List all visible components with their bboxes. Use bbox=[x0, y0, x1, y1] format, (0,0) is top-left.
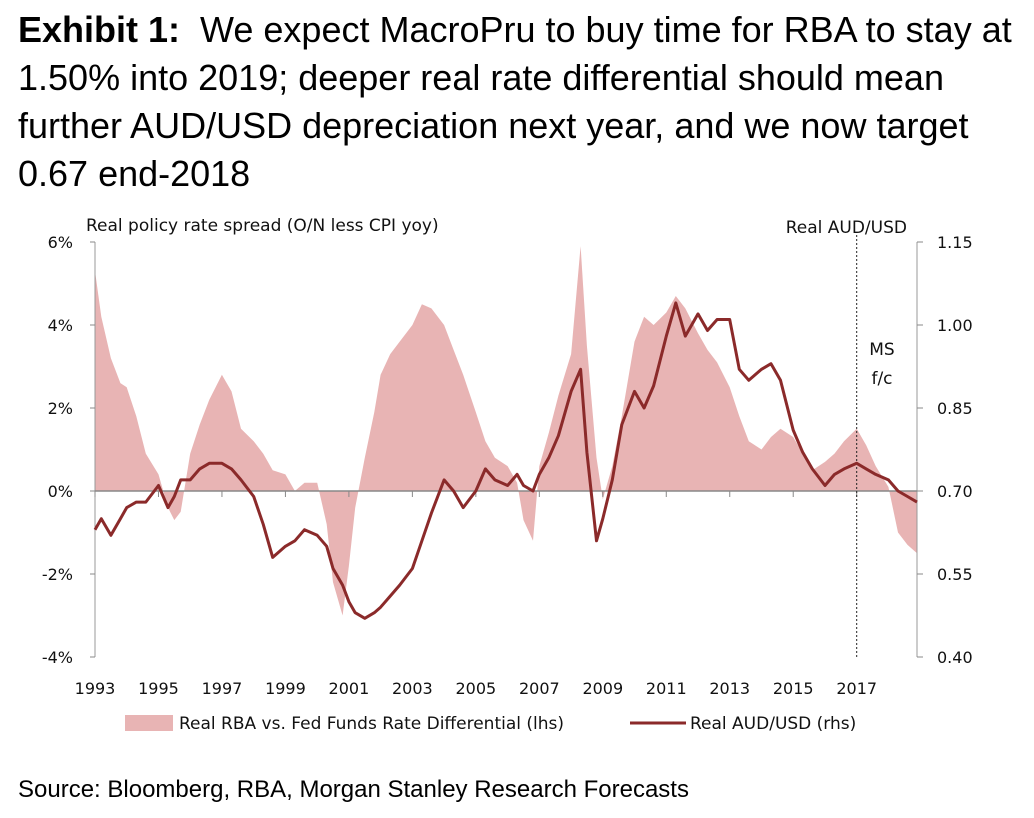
legend-label-area: Real RBA vs. Fed Funds Rate Differential… bbox=[179, 714, 564, 734]
x-tick-label: 1993 bbox=[75, 679, 116, 698]
x-tick-label: 2011 bbox=[646, 679, 687, 698]
label-layer: 1993 1995 1997 1999 2001 2003 2005 2007 2009 2011… bbox=[42, 216, 973, 734]
right-tick-label: 1.00 bbox=[937, 316, 973, 335]
left-tick-label: 2% bbox=[48, 399, 73, 418]
right-tick-label: 0.40 bbox=[937, 648, 973, 667]
x-tick-label: 1997 bbox=[202, 679, 243, 698]
x-tick-label: 2009 bbox=[582, 679, 623, 698]
chart: 1993 1995 1997 1999 2001 2003 2005 2007 2009 2011… bbox=[42, 216, 973, 734]
x-tick-label: 2013 bbox=[709, 679, 750, 698]
exhibit-label: Exhibit 1: bbox=[18, 9, 181, 50]
x-tick-label: 2003 bbox=[392, 679, 433, 698]
x-tick-label: 1999 bbox=[265, 679, 306, 698]
right-tick-label: 0.70 bbox=[937, 482, 973, 501]
exhibit-title: Exhibit 1: We expect MacroPru to buy tim… bbox=[18, 6, 1018, 198]
real-audusd-line bbox=[93, 301, 918, 620]
forecast-label: f/c bbox=[871, 369, 892, 389]
x-tick-label: 2001 bbox=[329, 679, 370, 698]
legend-swatch-area bbox=[125, 715, 173, 731]
right-axis-title: Real AUD/USD bbox=[786, 218, 907, 238]
x-tick-label: 2015 bbox=[773, 679, 814, 698]
right-tick-label: 1.15 bbox=[937, 233, 973, 252]
left-tick-label: -2% bbox=[42, 565, 73, 584]
exhibit-title-text: We expect MacroPru to buy time for RBA t… bbox=[18, 9, 1012, 194]
x-tick-label: 1995 bbox=[138, 679, 179, 698]
x-tick-label: 2017 bbox=[836, 679, 877, 698]
x-tick-label: 2007 bbox=[519, 679, 560, 698]
axes-layer bbox=[90, 235, 923, 658]
right-tick-label: 0.55 bbox=[937, 565, 973, 584]
legend-label-line: Real AUD/USD (rhs) bbox=[690, 714, 856, 734]
left-tick-label: 6% bbox=[48, 233, 73, 252]
left-axis-title: Real policy rate spread (O/N less CPI yo… bbox=[86, 216, 439, 236]
right-tick-label: 0.85 bbox=[937, 399, 973, 418]
left-tick-label: 0% bbox=[48, 482, 73, 501]
forecast-label: MS bbox=[869, 340, 894, 360]
line-layer bbox=[93, 301, 918, 620]
x-tick-label: 2005 bbox=[455, 679, 496, 698]
source-note: Source: Bloomberg, RBA, Morgan Stanley R… bbox=[18, 776, 689, 803]
left-tick-label: -4% bbox=[42, 648, 73, 667]
left-tick-label: 4% bbox=[48, 316, 73, 335]
